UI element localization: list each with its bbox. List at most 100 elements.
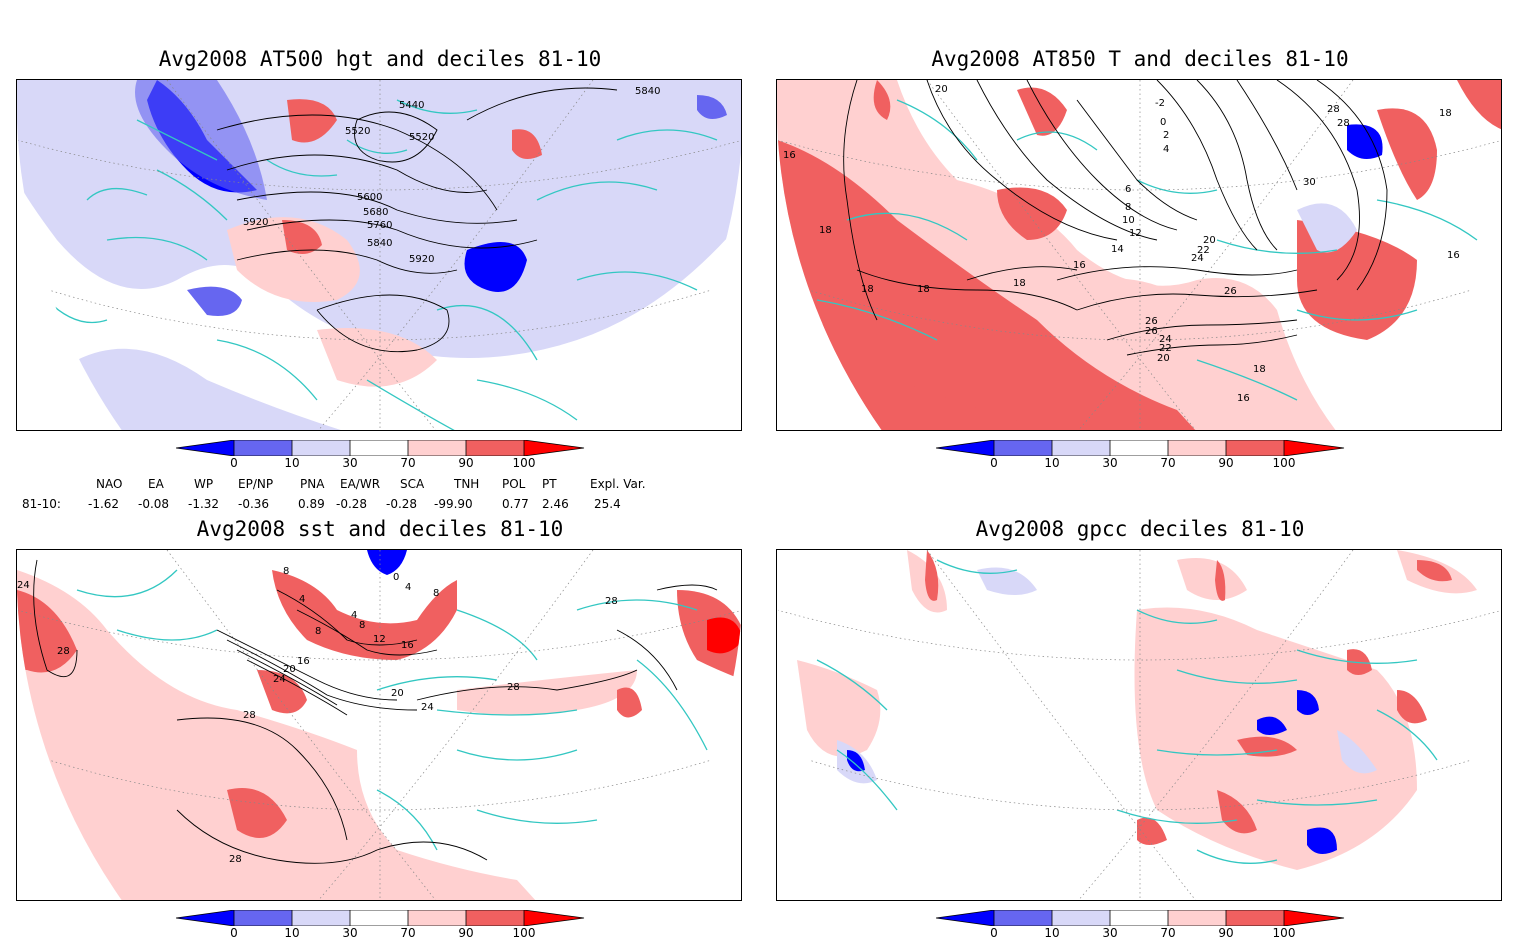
index-header: PNA <box>300 477 325 491</box>
contour-label: 28 <box>243 710 256 721</box>
index-header: EP/NP <box>238 477 274 491</box>
panel-title-at850: Avg2008 AT850 T and deciles 81-10 <box>931 47 1349 71</box>
map-at500-hgt: 5840 5440 5520 5520 5600 5680 5760 5840 … <box>16 79 742 431</box>
panel-title-at500: Avg2008 AT500 hgt and deciles 81-10 <box>158 47 602 71</box>
contour-label: 20 <box>1203 235 1216 246</box>
colorbar-tick: 10 <box>1044 926 1060 940</box>
index-value: -0.36 <box>238 497 270 511</box>
contour-label: 30 <box>1303 177 1316 188</box>
contour-label: 18 <box>1253 364 1266 375</box>
index-header: TNH <box>454 477 480 491</box>
contour-label: 5760 <box>367 220 392 231</box>
index-header: SCA <box>400 477 425 491</box>
index-header: EA/WR <box>340 477 381 491</box>
teleconnection-index-table: NAO EA WP EP/NP PNA EA/WR SCA TNH POL PT… <box>18 474 678 514</box>
colorbar-at500: 0 10 30 70 90 100 <box>175 439 586 474</box>
contour-label: 4 <box>299 594 305 605</box>
colorbar-swatches <box>935 439 1345 457</box>
contour-label: 14 <box>1111 244 1124 255</box>
index-header: PT <box>542 477 557 491</box>
index-value: 0.89 <box>298 497 325 511</box>
colorbar-at850: 0 10 30 70 90 100 <box>935 439 1346 474</box>
colorbar-tick: 30 <box>1102 926 1118 940</box>
contour-label: 24 <box>273 674 286 685</box>
contour-label: 5520 <box>409 132 434 143</box>
contour-label: 16 <box>401 640 414 651</box>
contour-label: 5840 <box>367 238 392 249</box>
index-header: POL <box>502 477 526 491</box>
index-value: -0.28 <box>386 497 418 511</box>
contour-label: 5920 <box>409 254 434 265</box>
index-header-row: NAO EA WP EP/NP PNA EA/WR SCA TNH POL PT… <box>18 474 678 494</box>
contour-label: 28 <box>1327 104 1340 115</box>
contour-label: 0 <box>393 572 399 583</box>
colorbar-tick: 90 <box>1218 456 1234 470</box>
colorbar-tick: 10 <box>284 926 300 940</box>
contour-label: 5920 <box>243 217 268 228</box>
colorbar-tick: 30 <box>1102 456 1118 470</box>
contour-label: 26 <box>1145 326 1158 337</box>
contour-label: 2 <box>1163 130 1169 141</box>
index-value: -1.32 <box>188 497 220 511</box>
contour-label: 18 <box>1439 108 1452 119</box>
map-at850-t: 20 16 18 18 18 -2 0 2 4 6 8 10 12 14 16 … <box>776 79 1502 431</box>
contour-label: 6 <box>1125 184 1131 195</box>
contour-label: 16 <box>1073 260 1086 271</box>
contour-label: 28 <box>507 682 520 693</box>
colorbar-tick: 70 <box>1160 456 1176 470</box>
map-sst: 24 28 8 4 8 4 8 12 16 20 24 20 24 28 28 … <box>16 549 742 901</box>
contour-label: 4 <box>351 610 357 621</box>
contour-label: 28 <box>605 596 618 607</box>
colorbar-tick: 0 <box>230 926 238 940</box>
contour-label: 10 <box>1122 215 1135 226</box>
index-header: EA <box>148 477 164 491</box>
index-header: Expl. Var. <box>590 477 646 491</box>
panel-title-gpcc: Avg2008 gpcc deciles 81-10 <box>975 517 1305 541</box>
index-value-row: 81-10: -1.62 -0.08 -1.32 -0.36 0.89 -0.2… <box>18 494 678 514</box>
colorbar-swatches <box>175 439 585 457</box>
colorbar-gpcc: 0 10 30 70 90 100 <box>935 909 1346 944</box>
colorbar-tick: 0 <box>990 926 998 940</box>
contour-label: 5600 <box>357 192 382 203</box>
contour-label: 20 <box>283 664 296 675</box>
contour-label: 8 <box>359 620 365 631</box>
colorbar-swatches <box>175 909 585 927</box>
contour-label: 18 <box>1013 278 1026 289</box>
colorbar-tick: 90 <box>458 926 474 940</box>
contour-label: 4 <box>1163 144 1169 155</box>
index-value: -0.08 <box>138 497 170 511</box>
colorbar-tick: 100 <box>1272 926 1296 940</box>
contour-label: 16 <box>297 656 310 667</box>
colorbar-tick: 10 <box>284 456 300 470</box>
contour-label: 24 <box>1191 253 1204 264</box>
contour-label: 24 <box>17 580 30 591</box>
colorbar-tick: 10 <box>1044 456 1060 470</box>
colorbar-tick: 0 <box>230 456 238 470</box>
map-gpcc <box>776 549 1502 901</box>
contour-label: 24 <box>1159 334 1172 345</box>
contour-label: 8 <box>1125 202 1131 213</box>
contour-label: 5840 <box>635 86 660 97</box>
colorbar-tick: 70 <box>400 456 416 470</box>
contour-label: 22 <box>1197 245 1210 256</box>
contour-label: 16 <box>783 150 796 161</box>
contour-label: 5440 <box>399 100 424 111</box>
colorbar-tick: 90 <box>1218 926 1234 940</box>
colorbar-tick: 70 <box>1160 926 1176 940</box>
colorbar-tick: 100 <box>512 456 536 470</box>
index-value: -99.90 <box>434 497 473 511</box>
contour-label: 24 <box>421 702 434 713</box>
contour-label: 28 <box>229 854 242 865</box>
contour-label: 8 <box>433 588 439 599</box>
contour-label: 20 <box>391 688 404 699</box>
contour-label: 5520 <box>345 126 370 137</box>
contour-label: 8 <box>315 626 321 637</box>
contour-label: 16 <box>1237 393 1250 404</box>
contour-label: 22 <box>1159 343 1172 354</box>
contour-label: 16 <box>1447 250 1460 261</box>
index-value: -1.62 <box>88 497 120 511</box>
index-value: -0.28 <box>336 497 368 511</box>
index-value: 25.4 <box>594 497 621 511</box>
contour-label: 12 <box>373 634 386 645</box>
colorbar-tick: 0 <box>990 456 998 470</box>
